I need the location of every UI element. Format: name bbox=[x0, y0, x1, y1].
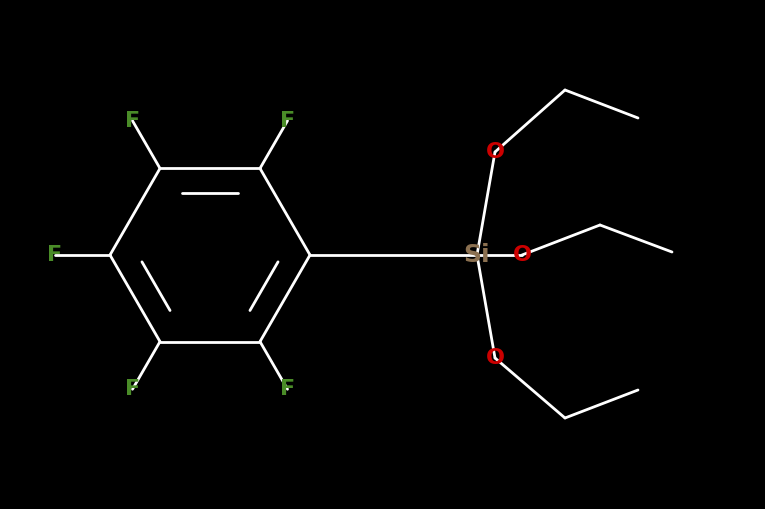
Text: F: F bbox=[280, 379, 295, 399]
Text: O: O bbox=[486, 348, 504, 368]
Text: F: F bbox=[280, 111, 295, 131]
Text: F: F bbox=[125, 379, 140, 399]
Text: F: F bbox=[125, 111, 140, 131]
Text: Si: Si bbox=[464, 243, 490, 267]
Text: O: O bbox=[513, 245, 532, 265]
Text: O: O bbox=[486, 142, 504, 162]
Text: F: F bbox=[47, 245, 63, 265]
